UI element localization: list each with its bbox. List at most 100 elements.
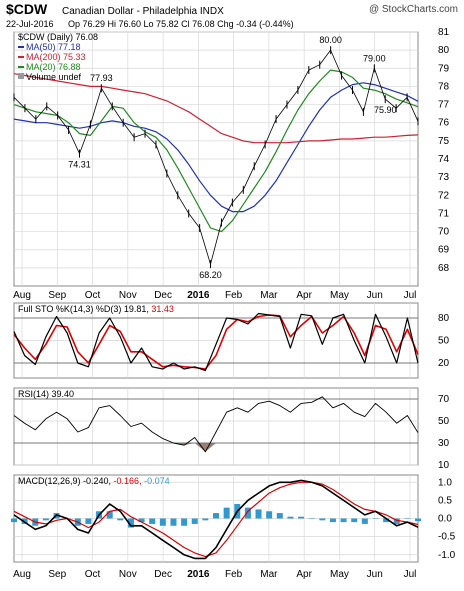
legend-ma200: MA(200) 75.33 [26, 52, 86, 62]
x-tick-label: Jun [367, 569, 383, 580]
x-tick-label: Jun [367, 290, 383, 301]
y-tick-label: 78 [438, 81, 450, 92]
rsi-panel: 10 30 50 70 RSI(14) 39.40 [13, 387, 450, 471]
y-tick-label: 1.0 [438, 477, 452, 488]
x-axis-upper: Aug Sep Oct Nov Dec 2016 Feb Mar Apr May Jun Jul [13, 290, 416, 301]
x-axis-lower: Aug Sep Oct Nov Dec 2016 Feb Mar Apr May Jun Jul [13, 569, 416, 580]
macd-histogram-bar [351, 518, 358, 523]
y-tick-label: 79 [438, 63, 450, 74]
legend-ma50: MA(50) 77.18 [26, 42, 81, 52]
quote-values: Op 76.29 Hi 76.60 Lo 75.82 Cl 76.08 Chg … [68, 19, 294, 29]
symbol-title: $CDW [6, 1, 48, 17]
x-tick-label: Sep [48, 569, 66, 580]
macd-histogram-bar [127, 518, 134, 528]
y-tick-label: 77 [438, 100, 450, 111]
y-tick-label: 72 [438, 190, 450, 201]
y-tick-label: 71 [438, 208, 450, 219]
legend-stoch: Full STO %K(14,3) %D(3) 19.81, 31.43 [18, 304, 174, 314]
macd-histogram-bar [329, 518, 336, 523]
x-tick-label: Mar [260, 290, 278, 301]
macd-signal-line [13, 481, 419, 558]
price-annotation: 79.00 [363, 53, 386, 63]
y-tick-label: 75 [438, 136, 450, 147]
x-tick-label: Feb [225, 290, 243, 301]
y-tick-label: 20 [438, 358, 450, 369]
macd-histogram-bar [138, 518, 145, 523]
price-line [13, 49, 419, 265]
x-tick-label: Oct [85, 569, 101, 580]
symbol-description: Canadian Dollar - Philadelphia INDX [62, 6, 224, 17]
x-tick-label: Jul [404, 290, 417, 301]
price-annotation: 80.00 [319, 35, 342, 45]
x-tick-label: May [330, 569, 349, 580]
y-tick-label: 70 [438, 394, 450, 405]
stochastic-panel: 20 50 80 Full STO %K(14,3) %D(3) 19.81, 31.… [13, 302, 450, 379]
y-tick-label: 50 [438, 336, 450, 347]
stoch-d-line [13, 314, 419, 370]
x-tick-label: Jul [404, 569, 417, 580]
x-tick-label: May [330, 290, 349, 301]
macd-histogram-bar [372, 518, 379, 519]
ma50-line [13, 82, 419, 213]
x-tick-label: Mar [260, 569, 278, 580]
y-tick-label: 30 [438, 438, 450, 449]
macd-line [13, 479, 419, 560]
x-tick-label: 2016 [187, 290, 210, 301]
legend-stoch-d: 31.43 [151, 304, 174, 314]
x-tick-label: Feb [225, 569, 243, 580]
macd-histogram-bar [117, 518, 124, 521]
macd-histogram-bar [42, 518, 49, 521]
price-panel: 68 69 70 71 72 73 74 75 76 77 78 79 80 81 $CDW (Daily)… [13, 27, 450, 287]
macd-histogram-bar [340, 518, 347, 523]
macd-histogram-bar [266, 511, 273, 519]
macd-histogram-bar [159, 518, 166, 526]
price-annotation: 68.20 [199, 270, 222, 280]
y-tick-label: 73 [438, 172, 450, 183]
macd-histogram-bar [191, 518, 198, 524]
macd-histogram-bar [393, 518, 400, 524]
watermark: @ StockCharts.com [369, 4, 458, 15]
macd-histogram-bar [255, 509, 262, 519]
ma200-line [13, 73, 419, 144]
y-tick-label: -1.0 [438, 550, 456, 561]
macd-histogram-bar [383, 518, 390, 523]
x-tick-label: Dec [154, 569, 172, 580]
macd-histogram-bar [181, 518, 188, 526]
x-tick-label: Nov [119, 290, 137, 301]
stoch-k-line [13, 312, 419, 372]
legend-macd-signal: -0.166, [114, 476, 145, 486]
macd-histogram-bar [149, 518, 156, 524]
legend-price: $CDW (Daily) 76.08 [18, 32, 98, 42]
legend-volume: Volume undef [26, 72, 82, 82]
macd-histogram-bar [415, 518, 421, 522]
legend-ma20: MA(20) 76.88 [26, 62, 81, 72]
macd-histogram-bar [404, 518, 411, 519]
y-tick-label: 80 [438, 45, 450, 56]
y-tick-label: 10 [438, 460, 450, 471]
macd-histogram-bar [11, 518, 17, 523]
y-tick-label: 76 [438, 118, 450, 129]
y-tick-label: 0.5 [438, 495, 452, 506]
macd-histogram-bar [298, 516, 305, 519]
legend-stoch-k: 19.81, [124, 304, 152, 314]
y-tick-label: 81 [438, 27, 450, 38]
quote-date: 22-Jul-2016 [6, 19, 54, 29]
y-tick-label: 68 [438, 263, 450, 274]
y-tick-label: 70 [438, 227, 450, 238]
macd-histogram-bar [170, 518, 177, 526]
x-tick-label: Apr [296, 569, 312, 580]
x-tick-label: Dec [154, 290, 172, 301]
legend-swatch [18, 73, 24, 79]
price-annotation: 75.90 [374, 105, 397, 115]
legend-rsi: RSI(14) 39.40 [18, 389, 74, 399]
macd-histogram-bar [319, 518, 326, 521]
legend-macd: MACD(12,26,9) -0.240, -0.166, -0.074 [18, 476, 170, 486]
x-tick-label: Apr [296, 290, 312, 301]
y-tick-label: 50 [438, 416, 450, 427]
x-tick-label: 2016 [187, 569, 210, 580]
macd-histogram-bar [106, 511, 113, 519]
price-annotation: 77.93 [90, 73, 113, 83]
